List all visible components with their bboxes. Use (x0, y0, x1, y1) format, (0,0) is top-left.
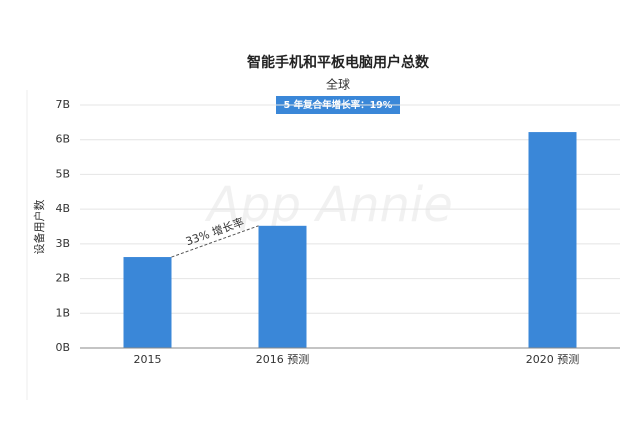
y-tick-label: 6B (55, 133, 70, 146)
bar (528, 132, 577, 348)
x-tick-label: 2015 (134, 353, 162, 366)
x-tick-label: 2020 预测 (526, 353, 580, 366)
x-tick-label: 2016 预测 (256, 353, 310, 366)
watermark: App Annie (204, 177, 453, 233)
y-tick-label: 3B (55, 237, 70, 250)
y-tick-label: 4B (55, 202, 70, 215)
chart-title: 智能手机和平板电脑用户总数 (246, 54, 430, 71)
y-tick-label: 5B (55, 167, 70, 180)
y-tick-label: 0B (55, 341, 70, 354)
y-axis-label: 设备用户数 (32, 200, 46, 255)
y-tick-label: 2B (55, 272, 70, 285)
y-tick-label: 1B (55, 306, 70, 319)
bar (258, 225, 307, 348)
bar (123, 257, 172, 348)
chart-subtitle: 全球 (326, 77, 350, 92)
y-tick-label: 7B (55, 98, 70, 111)
growth-line (171, 225, 259, 258)
